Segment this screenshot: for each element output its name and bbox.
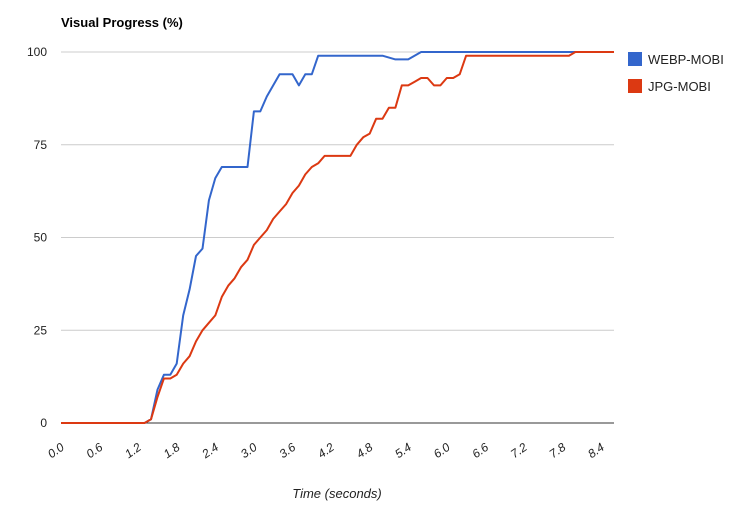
x-tick-label: 1.2: [122, 440, 144, 461]
x-tick-label: 7.2: [508, 440, 530, 461]
x-tick-label: 6.6: [469, 440, 491, 461]
series-line-webp-mobi: [61, 51, 614, 424]
x-tick-label: 8.4: [585, 440, 607, 461]
x-tick-label: 4.2: [315, 440, 337, 461]
grid: [61, 51, 614, 424]
x-axis-label: Time (seconds): [292, 486, 381, 501]
legend-label: JPG-MOBI: [648, 79, 711, 94]
y-tick-label: 25: [34, 323, 48, 337]
y-tick-label: 100: [27, 45, 47, 59]
chart-title: Visual Progress (%): [61, 15, 183, 30]
x-tick-label: 0.0: [45, 440, 67, 461]
legend-swatch-jpg-mobi: [628, 79, 642, 93]
x-tick-label: 3.6: [277, 440, 299, 461]
y-axis-ticks: 0 25 50 75 100: [27, 45, 47, 430]
series-line-jpg-mobi: [61, 51, 614, 424]
x-tick-label: 5.4: [392, 440, 414, 461]
legend-swatch-webp-mobi: [628, 52, 642, 66]
y-tick-label: 0: [40, 416, 47, 430]
series-lines: [61, 51, 614, 424]
x-tick-label: 7.8: [547, 440, 569, 461]
x-tick-label: 2.4: [199, 440, 222, 462]
x-axis-ticks: 0.0 0.6 1.2 1.8 2.4 3.0 3.6 4.2 4.8 5.4 6.0 6.6 7.2 7…: [45, 440, 607, 462]
x-tick-label: 3.0: [238, 440, 260, 461]
x-tick-label: 0.6: [84, 440, 106, 461]
legend: WEBP-MOBI JPG-MOBI: [628, 52, 724, 94]
y-tick-label: 75: [34, 138, 48, 152]
x-tick-label: 4.8: [354, 440, 376, 461]
x-tick-label: 1.8: [161, 440, 183, 461]
y-tick-label: 50: [34, 231, 48, 245]
x-tick-label: 6.0: [431, 440, 453, 461]
legend-label: WEBP-MOBI: [648, 52, 724, 67]
